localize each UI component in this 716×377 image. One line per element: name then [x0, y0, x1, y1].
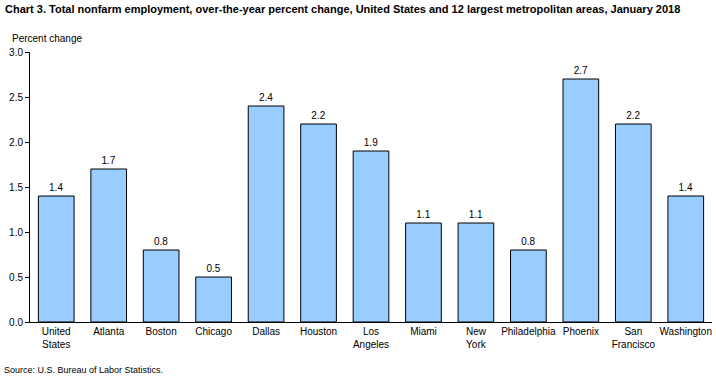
svg-text:1.4: 1.4 — [679, 182, 693, 193]
svg-text:1.0: 1.0 — [9, 227, 23, 238]
svg-text:Percent change: Percent change — [12, 33, 82, 44]
svg-text:2.0: 2.0 — [9, 137, 23, 148]
svg-text:0.5: 0.5 — [206, 263, 220, 274]
svg-text:Atlanta: Atlanta — [93, 326, 125, 337]
svg-text:0.8: 0.8 — [521, 236, 535, 247]
svg-text:Boston: Boston — [146, 326, 177, 337]
svg-text:Phoenix: Phoenix — [563, 326, 599, 337]
svg-text:3.0: 3.0 — [9, 47, 23, 58]
svg-text:2.2: 2.2 — [311, 110, 325, 121]
svg-text:0.0: 0.0 — [9, 317, 23, 328]
svg-text:UnitedStates: UnitedStates — [42, 326, 71, 350]
svg-text:0.5: 0.5 — [9, 272, 23, 283]
svg-text:Philadelphia: Philadelphia — [501, 326, 556, 337]
svg-text:Dallas: Dallas — [252, 326, 280, 337]
svg-text:Chicago: Chicago — [195, 326, 232, 337]
svg-text:Chart 3. Total nonfarm employm: Chart 3. Total nonfarm employment, over-… — [5, 3, 680, 15]
svg-text:Houston: Houston — [300, 326, 337, 337]
svg-text:1.7: 1.7 — [102, 155, 116, 166]
svg-text:2.7: 2.7 — [574, 65, 588, 76]
svg-text:2.2: 2.2 — [626, 110, 640, 121]
svg-text:2.4: 2.4 — [259, 92, 273, 103]
svg-text:1.1: 1.1 — [469, 209, 483, 220]
svg-text:2.5: 2.5 — [9, 92, 23, 103]
svg-text:1.5: 1.5 — [9, 182, 23, 193]
svg-text:SanFrancisco: SanFrancisco — [612, 326, 656, 350]
svg-text:1.4: 1.4 — [49, 182, 63, 193]
svg-text:1.1: 1.1 — [416, 209, 430, 220]
svg-text:LosAngeles: LosAngeles — [353, 326, 389, 350]
svg-text:1.9: 1.9 — [364, 137, 378, 148]
svg-text:Miami: Miami — [410, 326, 437, 337]
svg-text:NewYork: NewYork — [466, 326, 487, 350]
svg-text:Washington: Washington — [660, 326, 712, 337]
svg-text:0.8: 0.8 — [154, 236, 168, 247]
svg-text:Source: U.S. Bureau of Labor S: Source: U.S. Bureau of Labor Statistics. — [4, 365, 163, 375]
